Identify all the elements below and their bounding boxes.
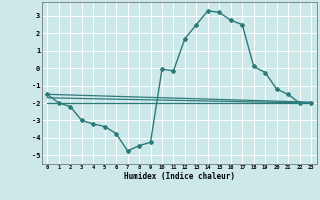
X-axis label: Humidex (Indice chaleur): Humidex (Indice chaleur): [124, 172, 235, 181]
